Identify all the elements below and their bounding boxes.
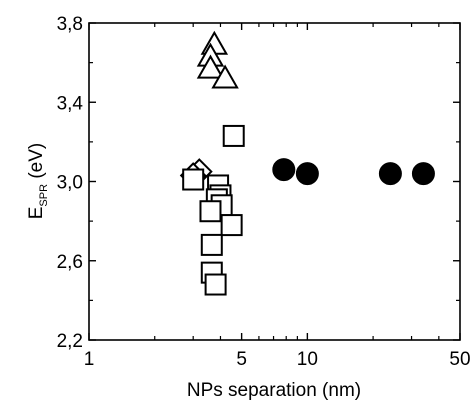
y-tick-label: 3,8: [57, 14, 83, 35]
data-point-triangle: [196, 54, 225, 79]
y-axis-title-main: E: [26, 207, 47, 220]
x-axis-title: NPs separation (nm): [187, 380, 361, 401]
data-point-square: [204, 273, 227, 296]
x-tick-label: 1: [84, 349, 95, 370]
y-tick-label: 3,4: [57, 93, 84, 114]
data-points: [179, 30, 435, 296]
y-tick-label: 2,2: [57, 331, 83, 352]
y-axis-title-subscript: SPR: [38, 184, 50, 207]
x-tick-label: 10: [297, 349, 318, 370]
data-point-square: [200, 233, 223, 256]
data-point-circle: [295, 162, 319, 186]
y-tick-label: 2,6: [57, 252, 83, 273]
data-point-circle: [378, 162, 402, 186]
data-point-triangle: [211, 64, 239, 89]
axis-ticks: 1 5 10 50 2,2 2,6 3,0 3,4 3,8: [57, 14, 471, 370]
plot-frame: [88, 22, 461, 341]
x-tick-label: 5: [236, 349, 247, 370]
data-point-circle: [411, 162, 435, 186]
y-axis-title-unit: (eV): [26, 143, 47, 184]
data-point-square: [220, 214, 243, 237]
y-tick-label: 3,0: [57, 173, 83, 194]
data-point-square: [222, 124, 245, 147]
data-point-square: [182, 168, 205, 191]
y-axis-title: ESPR (eV): [26, 143, 50, 220]
x-tick-label: 50: [449, 349, 470, 370]
data-point-square: [199, 200, 222, 223]
data-point-circle: [272, 158, 296, 182]
